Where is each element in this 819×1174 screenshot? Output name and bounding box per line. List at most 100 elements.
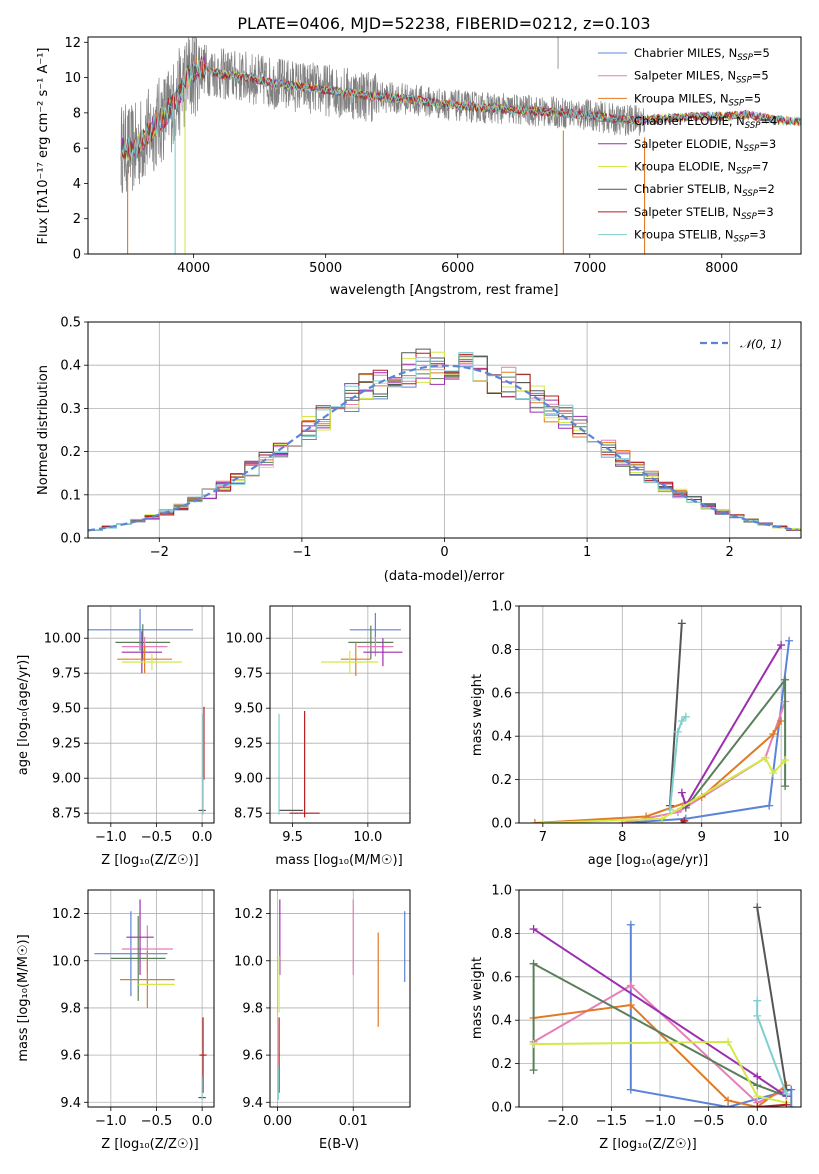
mass_weight_vs_age-line-salpeter_miles <box>622 701 787 823</box>
mass_weight_vs_age-point-kroupa_elodie <box>761 753 770 762</box>
residuals-xtick-label: −2 <box>150 545 169 560</box>
legend-entry-kroupa_miles: Kroupa MILES, NSSP=5 <box>634 91 761 108</box>
residuals-ytick-label: 0.2 <box>60 445 81 460</box>
mass_weight_vs_Z-point-salpeter_elodie <box>753 1072 762 1081</box>
residuals-ytick-label: 0.3 <box>60 402 81 417</box>
mass-vs-z-xlabel: Z [log₁₀(Z/Z☉)] <box>101 1137 198 1152</box>
normal-curve-line <box>88 364 799 532</box>
mass_weight_vs_age-point-kroupa_stelib <box>665 805 674 814</box>
spectrum-plot: 4000 5000 6000 7000 8000 0 2 4 6 8 10 12 Chabrier MI… <box>64 36 802 276</box>
legend-entry-normal: 𝒩(0, 1) <box>740 337 782 351</box>
mass_vs_ebv-frame <box>269 889 411 1108</box>
age-vs-z-panel: Z [log₁₀(Z/Z☉)] age [log₁₀(age/yr)] −1.0… <box>16 605 215 868</box>
mass_vs_Z-ytick-label: 9.8 <box>60 1001 81 1016</box>
mass_weight_vs_Z-marks <box>529 903 796 1107</box>
mass_weight_vs_age-point-kroupa_elodie <box>538 819 547 823</box>
mass_vs_ebv-ytick-label: 9.6 <box>242 1049 263 1064</box>
age-vs-mass-xlabel: mass [log₁₀(M/M☉)] <box>275 853 402 868</box>
mass_weight_vs_Z-point-chabrier_miles <box>626 1085 635 1094</box>
mass_weight_vs_age-point-kroupa_miles <box>777 717 786 726</box>
mass_weight_vs_Z-line-chabrier_elodie <box>532 962 787 1098</box>
mass_weight_vs_Z-frame <box>518 889 802 1108</box>
mass-weight-vs-age-xlabel: age [log₁₀(age/yr)] <box>588 853 709 868</box>
figure-title: PLATE=0406, MJD=52238, FIBERID=0212, z=0… <box>237 14 650 33</box>
legend-entry-chabrier_elodie: Chabrier ELODIE, NSSP=4 <box>634 114 777 131</box>
residual-histogram-salpeter_elodie <box>88 359 801 531</box>
spectrum-model-kroupa_stelib <box>120 59 801 161</box>
residuals-xtick-label: 2 <box>726 545 734 560</box>
spectrum-xtick-label: 5000 <box>309 261 342 276</box>
residuals-ytick-label: 0.1 <box>60 488 81 503</box>
mass_weight_vs_age-point-chabrier_elodie <box>781 782 790 791</box>
mass-vs-z-panel: Z [log₁₀(Z/Z☉)] mass [log₁₀(M/M☉)] −1.0−… <box>16 889 215 1152</box>
mass_vs_Z-ytick-label: 10.0 <box>52 954 81 969</box>
mass_vs_Z-xtick-label: −1.0 <box>95 1114 127 1129</box>
mass_weight_vs_Z-point-kroupa_stelib <box>753 996 762 1005</box>
residuals-frame <box>87 321 802 539</box>
mass_weight_vs_Z-point-chabrier_stelib <box>753 903 762 912</box>
mass_weight_vs_age-point-kroupa_miles <box>769 730 778 739</box>
age_vs_Z-marks <box>88 608 206 815</box>
mass_weight_vs_age-point-chabrier_miles <box>765 801 774 810</box>
mass_weight_vs_Z-xtick-label: −1.0 <box>644 1114 676 1129</box>
age_vs_Z-xtick-label: 0.0 <box>192 830 213 845</box>
age-vs-mass-plot: 9.5 10.0 8.75 9.00 9.25 9.50 9.75 10.00 <box>226 605 411 845</box>
age_vs_mass-ytick-label: 8.75 <box>234 807 263 822</box>
mass_weight_vs_Z-xtick-label: 0.0 <box>747 1114 768 1129</box>
mass_weight_vs_age-xtick-label: 9 <box>698 830 706 845</box>
legend-entry-chabrier_stelib: Chabrier STELIB, NSSP=2 <box>634 182 775 199</box>
mass_weight_vs_age-point-chabrier_stelib <box>677 619 686 628</box>
mass_weight_vs_Z-point-salpeter_elodie <box>529 925 538 934</box>
mass_vs_Z-xtick-label: −0.5 <box>141 1114 173 1129</box>
mass_weight_vs_age-ytick-label: 0.4 <box>491 730 512 745</box>
mass_vs_ebv-xtick-label: 0.01 <box>339 1114 368 1129</box>
age-vs-z-xlabel: Z [log₁₀(Z/Z☉)] <box>101 853 198 868</box>
mass_weight_vs_Z-point-salpeter_miles <box>626 981 635 990</box>
mass_weight_vs_age-xtick-label: 8 <box>618 830 626 845</box>
mass_weight_vs_age-point-kroupa_elodie <box>781 756 790 765</box>
mass_weight_vs_Z-point-chabrier_elodie <box>529 959 538 968</box>
spectrum-ytick-label: 6 <box>73 142 81 157</box>
mass_weight_vs_age-ytick-label: 1.0 <box>491 600 512 615</box>
mass_weight_vs_age-point-kroupa_elodie <box>769 769 778 778</box>
residuals-xtick-label: 0 <box>440 545 448 560</box>
legend-entry-kroupa_elodie: Kroupa ELODIE, NSSP=7 <box>634 160 769 177</box>
spectrum-ytick-label: 12 <box>64 36 81 51</box>
mass_weight_vs_Z-point-chabrier_miles <box>787 1103 796 1107</box>
age_vs_mass-ytick-label: 9.00 <box>234 772 263 787</box>
mass_weight_vs_age-ytick-label: 0.6 <box>491 686 512 701</box>
spectrum-xtick-label: 6000 <box>441 261 474 276</box>
mass-weight-vs-age-panel: age [log₁₀(age/yr)] mass weight 7 8 9 10 0.0… <box>470 600 802 868</box>
legend-entry-chabrier_miles: Chabrier MILES, NSSP=5 <box>634 46 770 63</box>
mass-vs-ebv-xlabel: E(B-V) <box>319 1137 359 1152</box>
age_vs_Z-ytick-label: 9.75 <box>52 667 81 682</box>
spectrum-ytick-label: 8 <box>73 106 81 121</box>
mass_weight_vs_age-line-kroupa_elodie <box>542 756 786 823</box>
age_vs_Z-ytick-label: 9.00 <box>52 772 81 787</box>
mass-vs-z-ylabel: mass [log₁₀(M/M☉)] <box>16 934 31 1061</box>
mass_weight_vs_Z-point-kroupa_miles <box>626 1001 635 1010</box>
mass_vs_Z-ytick-label: 9.4 <box>60 1096 81 1111</box>
residuals-xtick-label: −1 <box>292 545 311 560</box>
spectrum-xtick-label: 4000 <box>177 261 210 276</box>
mass_weight_vs_age-line-kroupa_stelib <box>668 716 687 811</box>
mass_vs_ebv-ytick-label: 10.0 <box>234 954 263 969</box>
residuals-ytick-label: 0.0 <box>60 532 81 547</box>
mass_vs_ebv-ytick-label: 9.4 <box>242 1096 263 1111</box>
age_vs_Z-ytick-label: 9.50 <box>52 702 81 717</box>
age_vs_mass-marks <box>278 613 403 818</box>
spectrum-ylabel: Flux [fλ10⁻¹⁷ erg cm⁻² s⁻¹ A⁻¹] <box>36 48 51 245</box>
residuals-ylabel: Normed distribution <box>36 365 51 495</box>
spectrum-xlabel: wavelength [Angstrom, rest frame] <box>330 283 559 298</box>
age_vs_mass-xtick-label: 9.5 <box>282 830 303 845</box>
mass_weight_vs_Z-ytick-label: 0.2 <box>491 1057 512 1072</box>
mass_weight_vs_Z-ytick-label: 1.0 <box>491 884 512 899</box>
mass_vs_Z-xtick-label: 0.0 <box>192 1114 213 1129</box>
residuals-xlabel: (data-model)/error <box>384 569 505 584</box>
mass_weight_vs_age-point-kroupa_stelib <box>673 727 682 736</box>
mass_weight_vs_age-point-chabrier_elodie <box>781 675 790 684</box>
spectrum-marks <box>120 37 801 254</box>
legend-entry-kroupa_stelib: Kroupa STELIB, NSSP=3 <box>634 228 766 245</box>
age_vs_Z-frame <box>87 605 215 824</box>
mass-weight-vs-z-plot: −2.0 −1.5 −1.0 −0.5 0.0 0.0 0.2 0.4 0.6 0.8 1.0 <box>491 884 802 1129</box>
